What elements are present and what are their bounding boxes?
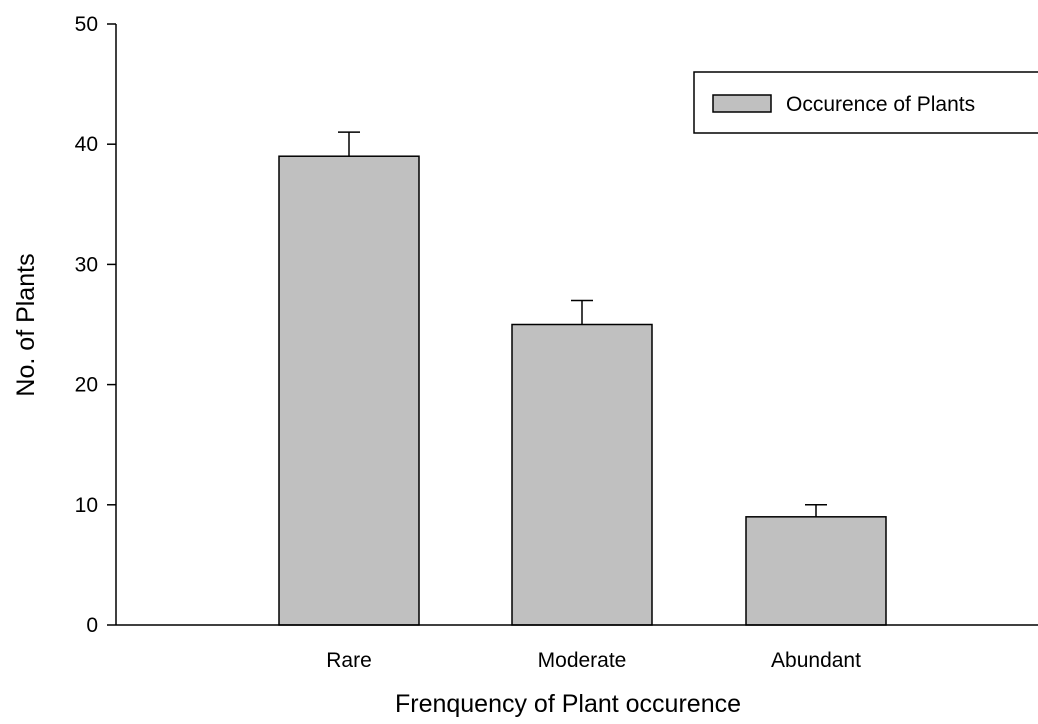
legend-label: Occurence of Plants (786, 93, 975, 116)
y-tick-label: 40 (75, 133, 98, 156)
bar-rare (278, 155, 420, 626)
y-tick-label: 30 (75, 253, 98, 276)
y-tick-label: 20 (75, 374, 98, 397)
legend-swatch (712, 94, 772, 113)
axes-layer (115, 24, 1038, 626)
x-tick-label: Abundant (771, 649, 861, 672)
x-ticks-layer: Rare Moderate Abundant (326, 649, 861, 672)
y-axis-title: No. of Plants (12, 253, 40, 396)
bar-moderate (511, 323, 653, 626)
y-tick-label: 10 (75, 494, 98, 517)
error-bars-layer (338, 131, 827, 517)
y-ticks-layer: 0 10 20 30 40 50 (75, 13, 116, 637)
x-tick-label: Rare (326, 649, 372, 672)
y-tick-label: 50 (75, 13, 98, 36)
x-tick-label: Moderate (538, 649, 627, 672)
bar-abundant (745, 516, 887, 626)
x-axis-title: Frenquency of Plant occurence (395, 690, 741, 718)
bars-layer (278, 155, 887, 626)
legend: Occurence of Plants (693, 71, 1038, 134)
y-tick-label: 0 (86, 614, 98, 637)
